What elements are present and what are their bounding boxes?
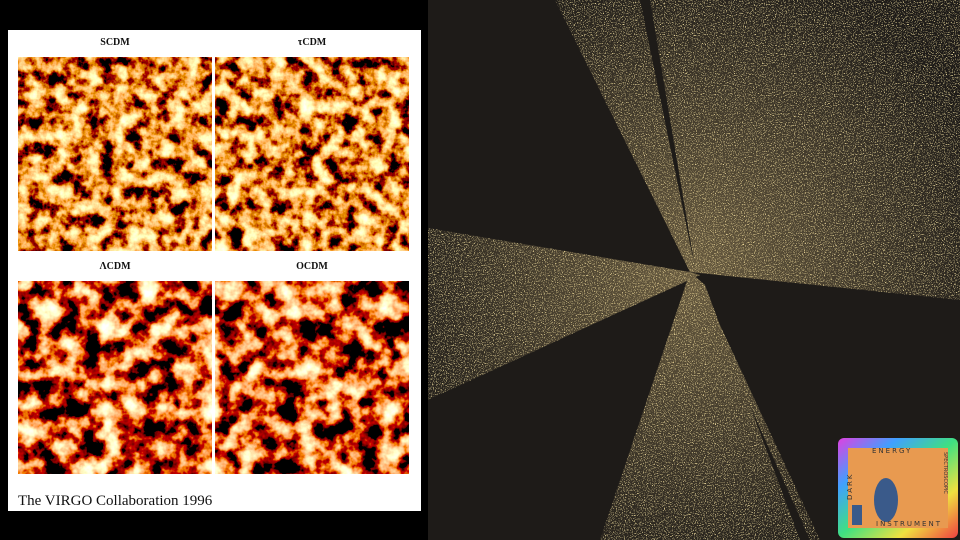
panel-label: τCDM [298, 37, 327, 48]
panel-label: ΛCDM [99, 261, 131, 272]
logo-figure [852, 505, 862, 525]
caption: The VIRGO Collaboration 1996 [18, 493, 213, 509]
sim-image [18, 281, 212, 474]
sim-image [18, 57, 212, 251]
panel-label: OCDM [296, 261, 328, 272]
logo: ENERGY INSTRUMENT DARK SPECTROSCOPIC [838, 438, 958, 538]
logo-text: INSTRUMENT [876, 520, 942, 528]
logo-text: SPECTROSCOPIC [942, 452, 948, 494]
logo-inner [848, 448, 948, 528]
sim-image [215, 281, 409, 474]
panel-label: SCDM [100, 37, 130, 48]
logo-figure [874, 478, 898, 522]
logo-text: DARK [846, 472, 854, 500]
sim-image [215, 57, 409, 251]
logo-text: ENERGY [872, 447, 912, 455]
